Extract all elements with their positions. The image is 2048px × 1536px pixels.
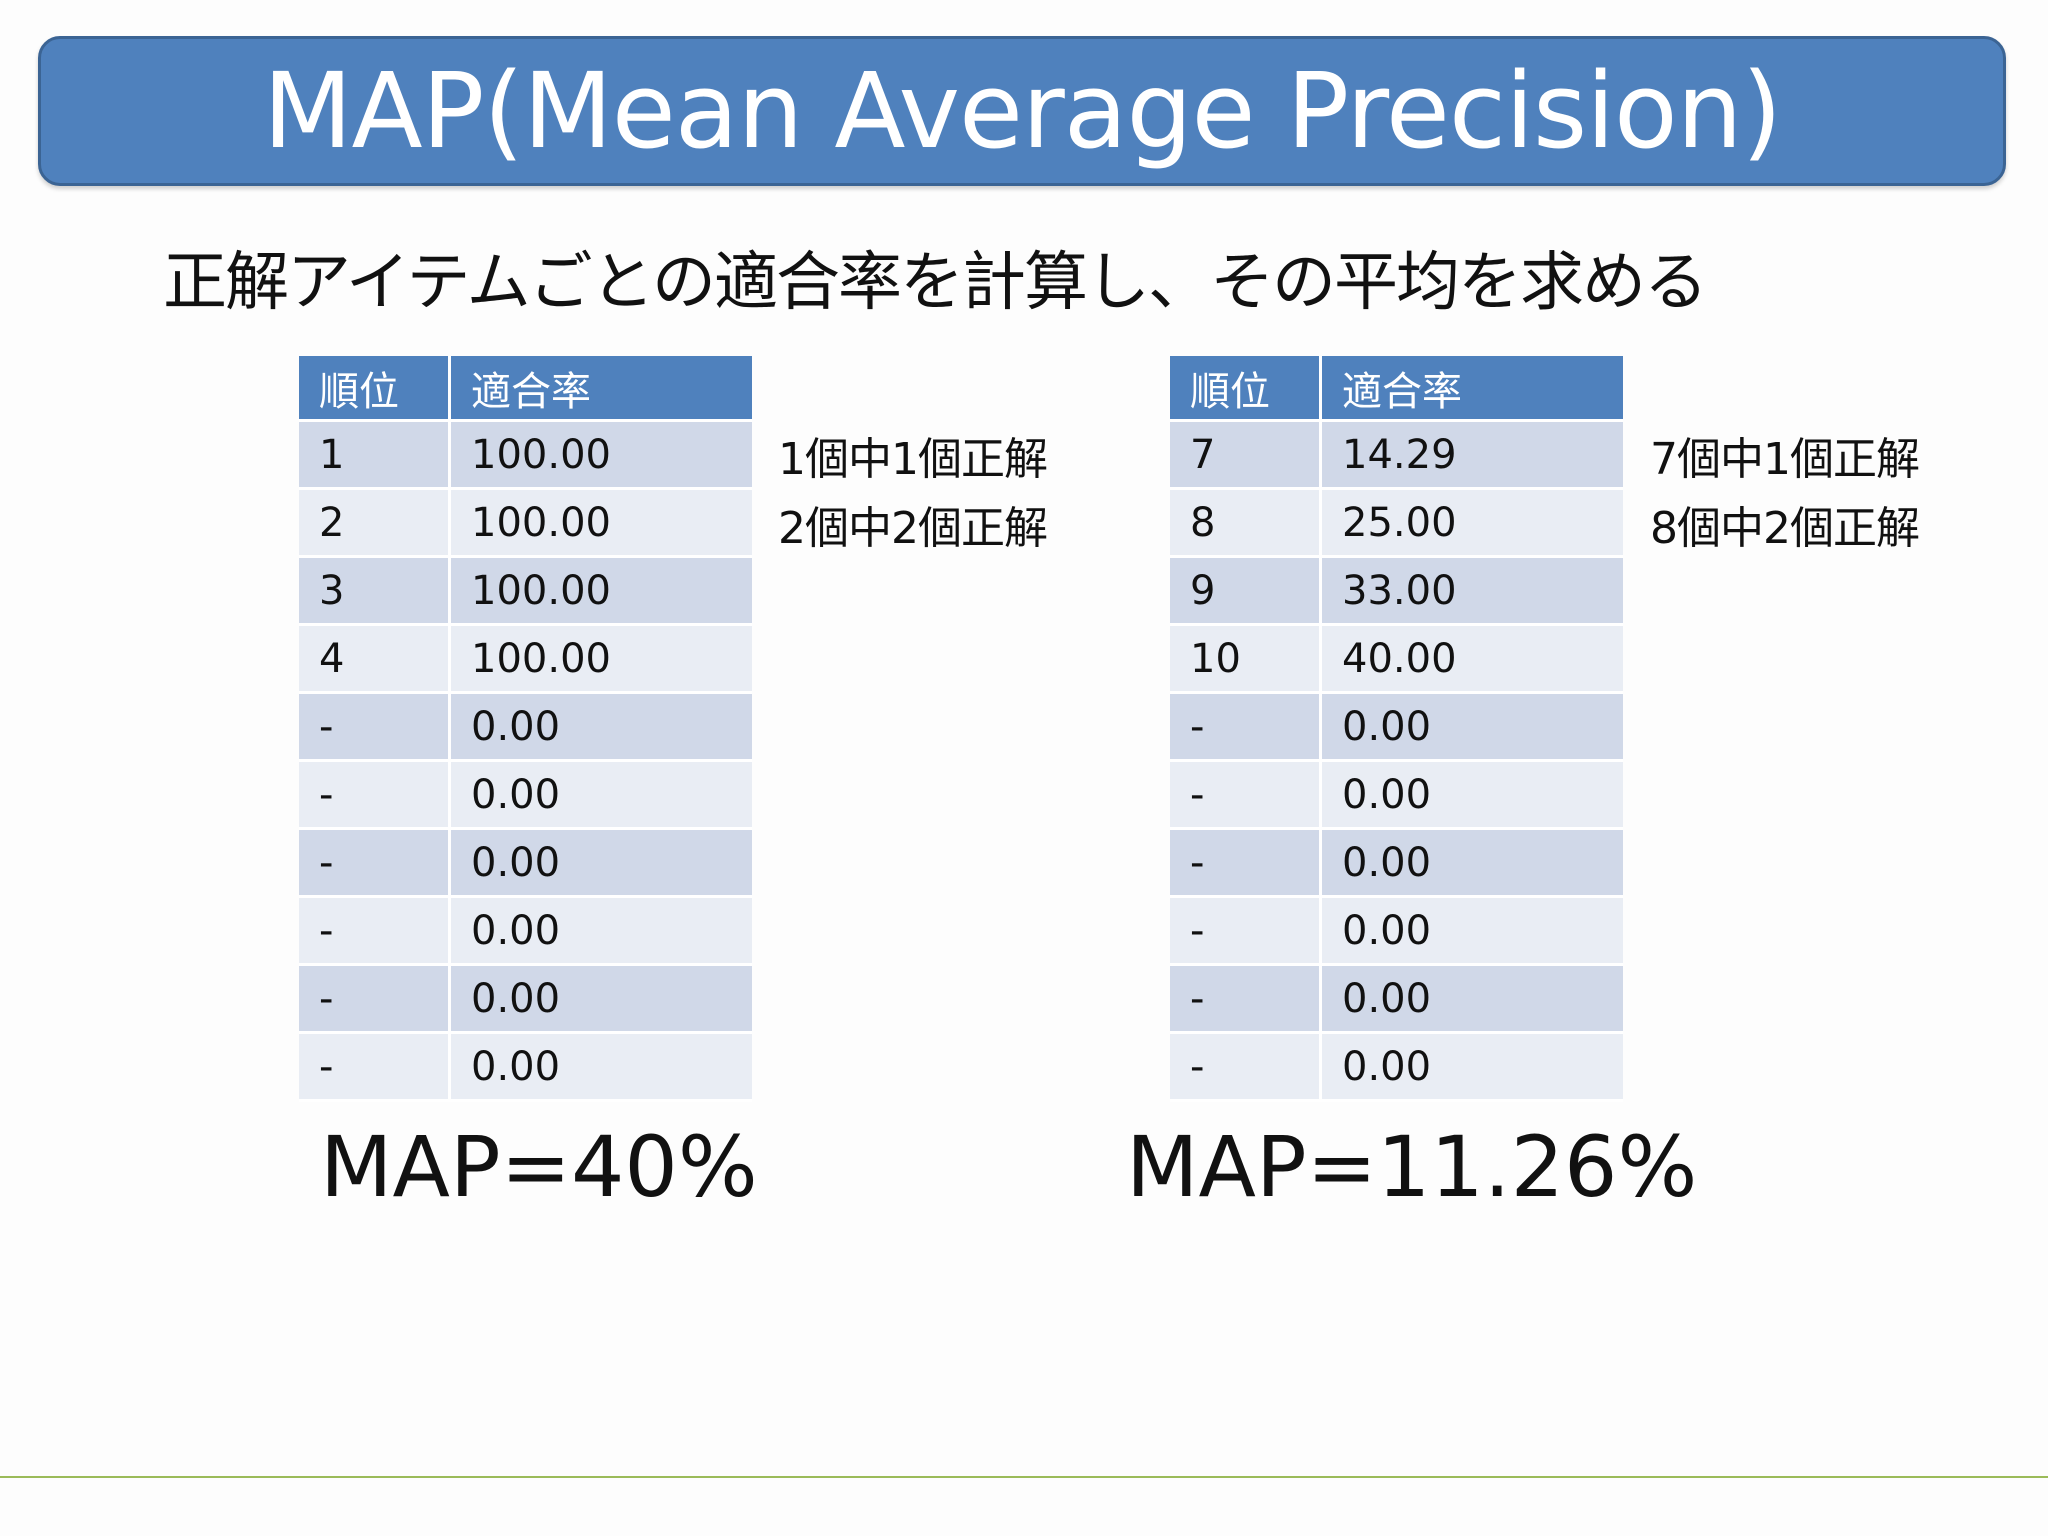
- precision-table-right: 順位 適合率 7 14.29 8 25.00 9 33.00 10 40.00 -0.0…: [1170, 356, 1623, 1102]
- table-row: 3 100.00: [299, 558, 752, 626]
- header-rank: 順位: [1170, 356, 1322, 422]
- title-banner: MAP(Mean Average Precision): [38, 36, 2006, 186]
- slide-title: MAP(Mean Average Precision): [262, 50, 1782, 172]
- precision-cell: 33.00: [1322, 558, 1623, 626]
- precision-cell: 25.00: [1322, 490, 1623, 558]
- rank-cell: 10: [1170, 626, 1322, 694]
- table-header-row: 順位 適合率: [299, 356, 752, 422]
- rank-cell: -: [299, 898, 451, 966]
- rank-cell: -: [299, 966, 451, 1034]
- header-precision: 適合率: [1322, 356, 1623, 422]
- table-row: -0.00: [299, 694, 752, 762]
- precision-cell: 0.00: [451, 966, 752, 1034]
- rank-cell: 1: [299, 422, 451, 490]
- table-row: -0.00: [1170, 966, 1623, 1034]
- rank-cell: -: [1170, 966, 1322, 1034]
- rank-cell: -: [299, 1034, 451, 1102]
- table-row: 2 100.00: [299, 490, 752, 558]
- rank-cell: 8: [1170, 490, 1322, 558]
- note-left-2: 2個中2個正解: [778, 503, 1048, 554]
- table-row: 10 40.00: [1170, 626, 1623, 694]
- map-result-right: MAP=11.26%: [1126, 1118, 1698, 1216]
- precision-cell: 100.00: [451, 490, 752, 558]
- rank-cell: 2: [299, 490, 451, 558]
- table-row: 4 100.00: [299, 626, 752, 694]
- header-precision: 適合率: [451, 356, 752, 422]
- table-row: 7 14.29: [1170, 422, 1623, 490]
- table-row: -0.00: [1170, 762, 1623, 830]
- precision-cell: 0.00: [1322, 898, 1623, 966]
- rank-cell: 3: [299, 558, 451, 626]
- precision-cell: 0.00: [451, 898, 752, 966]
- slide-subtitle: 正解アイテムごとの適合率を計算し、その平均を求める: [163, 246, 1708, 320]
- table-row: 1 100.00: [299, 422, 752, 490]
- precision-cell: 0.00: [1322, 694, 1623, 762]
- precision-cell: 100.00: [451, 626, 752, 694]
- rank-cell: -: [299, 762, 451, 830]
- header-rank: 順位: [299, 356, 451, 422]
- rank-cell: 9: [1170, 558, 1322, 626]
- rank-cell: -: [1170, 694, 1322, 762]
- rank-cell: -: [299, 694, 451, 762]
- rank-cell: -: [299, 830, 451, 898]
- table-row: 8 25.00: [1170, 490, 1623, 558]
- precision-cell: 0.00: [451, 762, 752, 830]
- table-row: -0.00: [1170, 1034, 1623, 1102]
- precision-cell: 100.00: [451, 558, 752, 626]
- table-row: -0.00: [299, 966, 752, 1034]
- table-row: -0.00: [1170, 830, 1623, 898]
- precision-cell: 0.00: [1322, 762, 1623, 830]
- precision-cell: 0.00: [1322, 830, 1623, 898]
- table-row: -0.00: [299, 830, 752, 898]
- rank-cell: -: [1170, 830, 1322, 898]
- table-row: -0.00: [1170, 898, 1623, 966]
- table-header-row: 順位 適合率: [1170, 356, 1623, 422]
- footer-divider: [0, 1476, 2048, 1478]
- table-row: -0.00: [299, 898, 752, 966]
- precision-cell: 0.00: [1322, 966, 1623, 1034]
- table-row: -0.00: [299, 1034, 752, 1102]
- note-right-2: 8個中2個正解: [1650, 503, 1920, 554]
- map-result-left: MAP=40%: [320, 1118, 758, 1216]
- precision-cell: 40.00: [1322, 626, 1623, 694]
- table-row: -0.00: [1170, 694, 1623, 762]
- precision-cell: 14.29: [1322, 422, 1623, 490]
- precision-cell: 0.00: [1322, 1034, 1623, 1102]
- precision-table-left: 順位 適合率 1 100.00 2 100.00 3 100.00 4 100.00 -…: [299, 356, 752, 1102]
- rank-cell: 4: [299, 626, 451, 694]
- table-row: 9 33.00: [1170, 558, 1623, 626]
- rank-cell: 7: [1170, 422, 1322, 490]
- precision-cell: 0.00: [451, 1034, 752, 1102]
- note-right-1: 7個中1個正解: [1650, 434, 1920, 485]
- table-row: -0.00: [299, 762, 752, 830]
- rank-cell: -: [1170, 762, 1322, 830]
- precision-cell: 0.00: [451, 830, 752, 898]
- note-left-1: 1個中1個正解: [778, 434, 1048, 485]
- rank-cell: -: [1170, 1034, 1322, 1102]
- precision-cell: 100.00: [451, 422, 752, 490]
- rank-cell: -: [1170, 898, 1322, 966]
- precision-cell: 0.00: [451, 694, 752, 762]
